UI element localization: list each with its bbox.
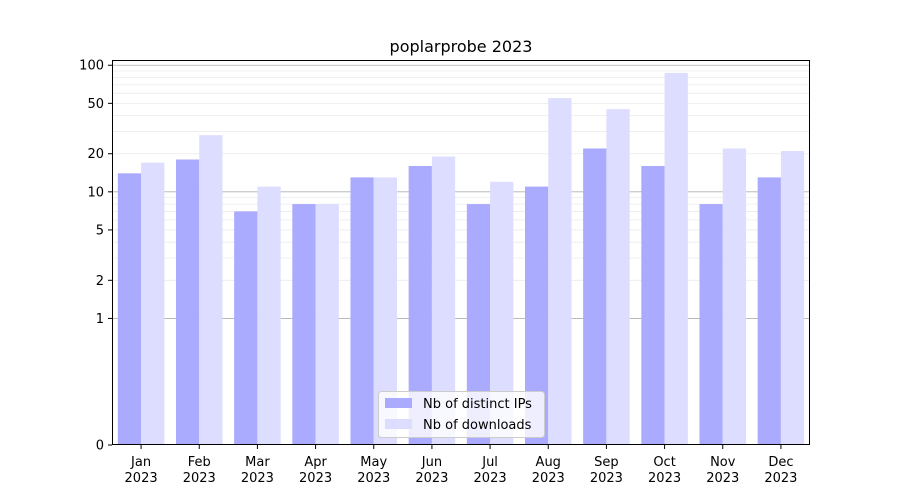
bar-downloads [490,181,514,445]
x-tick-label-year: 2023 [241,471,274,486]
legend-label-ips: Nb of distinct IPs [423,397,532,412]
y-tick-label: 10 [87,185,104,200]
bar-downloads [257,186,281,446]
x-tick-label-year: 2023 [474,471,507,486]
x-tick-label-month: Jun [421,455,442,470]
x-tick-label-year: 2023 [532,471,565,486]
x-tick-label-year: 2023 [648,471,681,486]
bar-downloads [373,177,398,446]
bar-ips [292,204,316,445]
y-tick-label: 20 [87,147,104,162]
bar-ips [234,211,258,445]
x-tick-label-month: Dec [768,455,793,470]
x-tick-label-month: Sep [594,455,619,470]
y-tick-label: 2 [96,274,104,289]
legend-box [378,391,545,438]
bar-downloads [431,156,456,446]
plot-frame [112,60,810,445]
y-tick-label: 0 [96,439,104,454]
x-axis: Jan2023Feb2023Mar2023Apr2023May2023Jun20… [125,445,797,486]
bars-layer [117,72,805,446]
bar-ips [699,204,723,445]
bar-downloads [664,72,688,446]
x-tick-label-year: 2023 [590,471,623,486]
bar-downloads [315,204,339,445]
x-tick-label-year: 2023 [415,471,448,486]
chart-title: poplarprobe 2023 [390,37,533,56]
x-tick-label-month: Jul [481,455,498,470]
x-tick-label-month: Aug [536,455,561,470]
y-tick-label: 100 [79,59,104,74]
x-tick-label-month: Nov [710,455,736,470]
bar-downloads [722,148,747,445]
bar-downloads [780,151,805,445]
legend-swatch-downloads [385,419,412,429]
x-tick-label-year: 2023 [183,471,216,486]
legend: Nb of distinct IPs Nb of downloads [378,391,545,438]
x-tick-label-month: Oct [653,455,675,470]
x-tick-label-month: Feb [188,455,211,470]
bar-ips [583,148,607,445]
bar-downloads [606,109,630,446]
bar-ips [408,165,432,446]
bar-ips [641,165,665,446]
grid-layer [112,64,810,319]
x-tick-label-year: 2023 [764,471,797,486]
bar-ips [757,177,781,446]
bar-downloads [199,135,223,445]
y-tick-label: 1 [96,312,104,327]
legend-label-downloads: Nb of downloads [423,418,532,433]
y-axis: 0 1 2 5 10 20 50 100 [79,59,112,454]
bar-downloads [548,98,572,445]
bar-ips [466,204,491,445]
bar-downloads [141,162,165,445]
x-tick-label-month: Mar [245,455,270,470]
x-tick-label-month: May [360,455,387,470]
legend-swatch-ips [385,398,412,408]
x-tick-label-year: 2023 [125,471,158,486]
bar-ips [350,177,374,446]
y-tick-label: 5 [96,223,104,238]
x-tick-label-month: Jan [130,455,151,470]
x-tick-label-year: 2023 [299,471,332,486]
bar-ips [524,186,549,446]
x-tick-label-year: 2023 [706,471,739,486]
bar-ips [175,159,200,445]
y-tick-label: 50 [87,97,104,112]
x-tick-label-month: Apr [304,455,327,470]
bar-ips [117,173,142,445]
x-tick-label-year: 2023 [357,471,390,486]
